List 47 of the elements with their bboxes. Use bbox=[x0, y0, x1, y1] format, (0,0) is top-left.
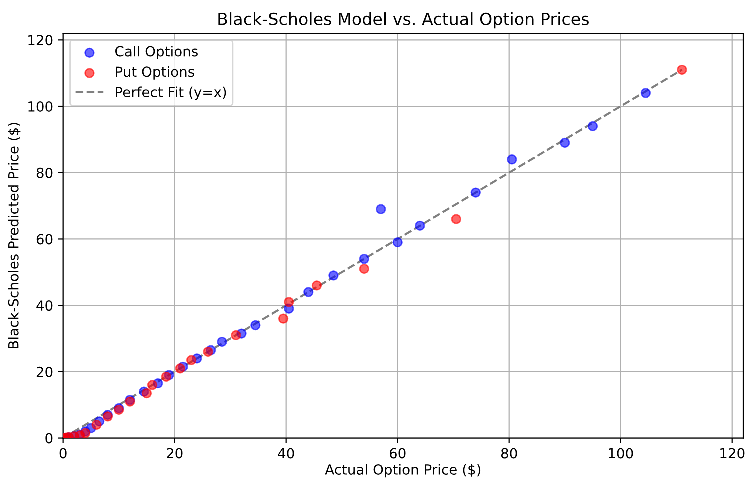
point bbox=[278, 314, 289, 324]
y-axis-title: Black-Scholes Predicted Price ($) bbox=[8, 123, 21, 349]
x-tick-label: 40 bbox=[278, 448, 294, 459]
y-tick-label: 40 bbox=[36, 300, 53, 312]
point bbox=[677, 64, 688, 76]
point bbox=[470, 188, 481, 198]
point bbox=[376, 204, 386, 214]
x-tick-label: 100 bbox=[609, 448, 634, 459]
point bbox=[92, 420, 102, 430]
x-tick-label: 60 bbox=[390, 448, 406, 459]
x-tick-label: 120 bbox=[720, 448, 745, 459]
legend-label: Call Options bbox=[115, 46, 198, 60]
legend-label: Perfect Fit (y=x) bbox=[116, 86, 226, 100]
point bbox=[640, 88, 652, 98]
point bbox=[392, 237, 403, 248]
point bbox=[142, 388, 152, 399]
point bbox=[588, 121, 598, 132]
x-axis-title: Actual Option Price ($) bbox=[325, 464, 481, 478]
point bbox=[451, 214, 462, 224]
point bbox=[328, 270, 339, 281]
point bbox=[560, 138, 570, 148]
x-tick-label: 20 bbox=[167, 448, 183, 459]
point bbox=[147, 380, 158, 390]
y-tick-label: 80 bbox=[36, 168, 53, 178]
y-tick-label: 20 bbox=[36, 366, 53, 378]
point bbox=[359, 254, 370, 264]
legend-label: Put Options bbox=[116, 66, 194, 80]
y-tick-label: 120 bbox=[28, 35, 53, 46]
x-tick-label: 0 bbox=[60, 448, 67, 459]
point bbox=[161, 372, 172, 382]
chart-title: Black-Scholes Model vs. Actual Option Prices bbox=[218, 12, 589, 29]
point bbox=[217, 336, 228, 348]
point bbox=[304, 287, 314, 298]
point bbox=[359, 264, 370, 274]
point bbox=[284, 297, 294, 308]
point bbox=[312, 280, 322, 291]
point bbox=[186, 355, 197, 366]
point bbox=[250, 320, 261, 331]
point bbox=[203, 346, 214, 358]
y-tick-label: 60 bbox=[36, 234, 53, 245]
point bbox=[507, 154, 518, 165]
point bbox=[231, 330, 242, 341]
point bbox=[175, 364, 186, 374]
y-tick-label: 0 bbox=[46, 433, 53, 444]
point bbox=[415, 220, 426, 232]
x-tick-label: 80 bbox=[501, 448, 518, 459]
y-tick-label: 100 bbox=[28, 101, 53, 112]
